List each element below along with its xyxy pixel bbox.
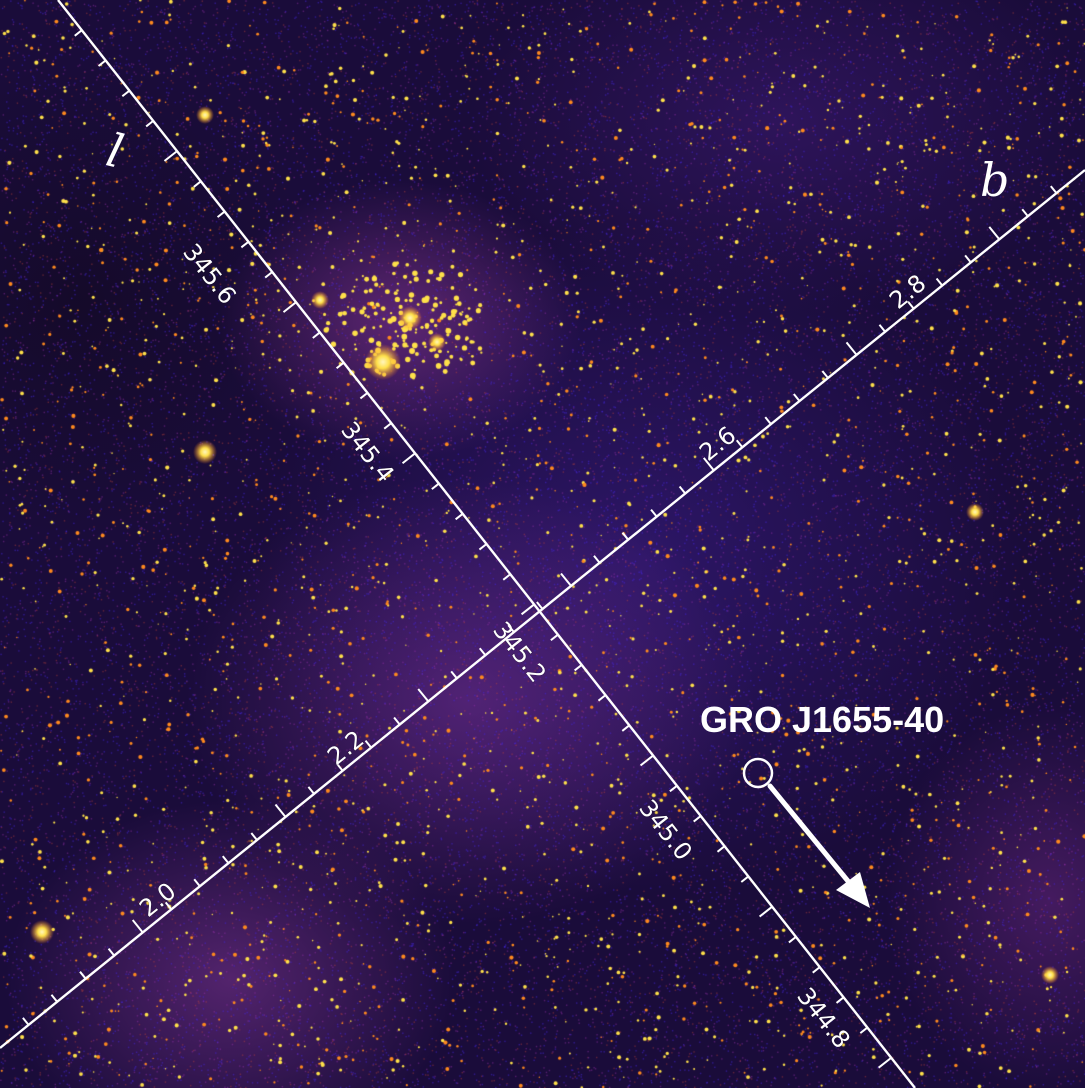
axis-b-tick-label: 2.6 xyxy=(694,421,741,467)
axis-tick xyxy=(221,855,230,864)
axis-tick xyxy=(702,457,715,471)
axis-tick xyxy=(274,803,287,818)
axis-tick xyxy=(764,416,772,425)
axis-tick xyxy=(450,670,458,679)
axis-tick xyxy=(282,301,297,313)
axis-tick xyxy=(335,361,345,370)
axis-l-tick-label: 345.6 xyxy=(177,238,242,309)
axis-tick xyxy=(878,1056,892,1069)
axis-tick xyxy=(650,508,658,518)
axis-tick xyxy=(307,786,315,795)
axis-tick xyxy=(812,966,821,974)
axis-tick xyxy=(364,740,372,749)
axis-tick xyxy=(145,120,154,128)
axis-tick xyxy=(621,532,629,541)
axis-tick xyxy=(97,59,107,67)
axis-tick xyxy=(793,393,801,402)
axis-tick xyxy=(50,994,58,1003)
axis-tick xyxy=(79,971,87,980)
axis-tick xyxy=(455,512,464,521)
axis-tick xyxy=(639,754,654,767)
axis-tick xyxy=(383,422,392,430)
axis-tick xyxy=(593,555,601,564)
axis-tick xyxy=(121,89,131,98)
target-circle xyxy=(742,757,774,789)
axis-tick xyxy=(1050,185,1058,194)
axis-tick xyxy=(502,573,511,581)
axis-tick xyxy=(878,324,886,333)
axis-tick xyxy=(478,543,488,551)
axis-tick xyxy=(359,392,369,400)
axis-tick xyxy=(560,572,572,587)
axis-tick xyxy=(821,370,829,379)
axis-tick xyxy=(478,647,487,656)
axis-tick xyxy=(312,331,321,339)
axis-tick xyxy=(264,271,273,279)
axis-tick xyxy=(550,633,559,642)
axis-l-tick-label: 345.4 xyxy=(335,416,400,487)
axis-tick xyxy=(520,603,535,616)
axis-b-tick-label: 2.0 xyxy=(134,877,181,923)
axis-tick xyxy=(988,226,1001,240)
axis-tick xyxy=(107,947,115,957)
axis-tick xyxy=(393,716,401,726)
axis-tick xyxy=(845,341,858,356)
axis-tick xyxy=(678,485,687,495)
axis-tick xyxy=(164,901,173,910)
axis-tick xyxy=(669,784,678,793)
axis-tick xyxy=(907,301,915,310)
axis-tick xyxy=(693,815,702,823)
axis-tick xyxy=(735,439,744,448)
axis-tick xyxy=(935,277,944,287)
axis-tick xyxy=(621,724,630,732)
axis-tick xyxy=(417,688,430,703)
proper-motion-arrow-shaft xyxy=(767,783,855,889)
axis-b: 2.0 2.2 2.6 2.8 b xyxy=(0,153,1085,1049)
axis-tick xyxy=(250,832,258,841)
axis-l: 345.6 345.4 345.2 345.0 344.8 l xyxy=(57,0,916,1088)
axis-tick xyxy=(401,452,416,465)
axis-l-letter: l xyxy=(101,123,128,179)
axis-l-tick-label: 344.8 xyxy=(791,982,856,1053)
axis-tick xyxy=(74,29,83,37)
axis-tick xyxy=(964,254,972,264)
axis-b-tick-label: 2.2 xyxy=(322,725,369,771)
axis-tick xyxy=(835,996,845,1004)
axis-tick xyxy=(507,624,515,633)
axis-tick xyxy=(788,936,797,944)
axis-tick xyxy=(193,180,202,188)
axis-b-ticks xyxy=(22,185,1058,1026)
axis-l-tick-label: 345.0 xyxy=(633,794,698,865)
axis-tick xyxy=(336,763,344,772)
axis-tick xyxy=(597,694,607,702)
axis-tick xyxy=(193,878,201,887)
axis-tick xyxy=(1021,208,1029,217)
axis-tick xyxy=(216,210,226,218)
axis-tick xyxy=(536,601,544,610)
axis-tick xyxy=(131,919,144,934)
axis-tick xyxy=(716,845,726,853)
axis-tick xyxy=(163,150,178,162)
proper-motion-arrowhead xyxy=(836,872,870,908)
axis-tick xyxy=(431,482,440,490)
axis-l-ticks xyxy=(74,29,892,1069)
axis-tick xyxy=(574,664,583,672)
axis-tick xyxy=(22,1017,30,1026)
target-label: GRO J1655-40 xyxy=(700,699,944,740)
target-marker: GRO J1655-40 xyxy=(700,699,944,908)
axis-b-letter: b xyxy=(980,153,1009,207)
axis-tick xyxy=(758,905,773,918)
axis-tick xyxy=(859,1026,869,1034)
axis-tick xyxy=(240,240,250,249)
axis-tick xyxy=(740,875,749,883)
axis-b-tick-label: 2.8 xyxy=(884,269,931,315)
